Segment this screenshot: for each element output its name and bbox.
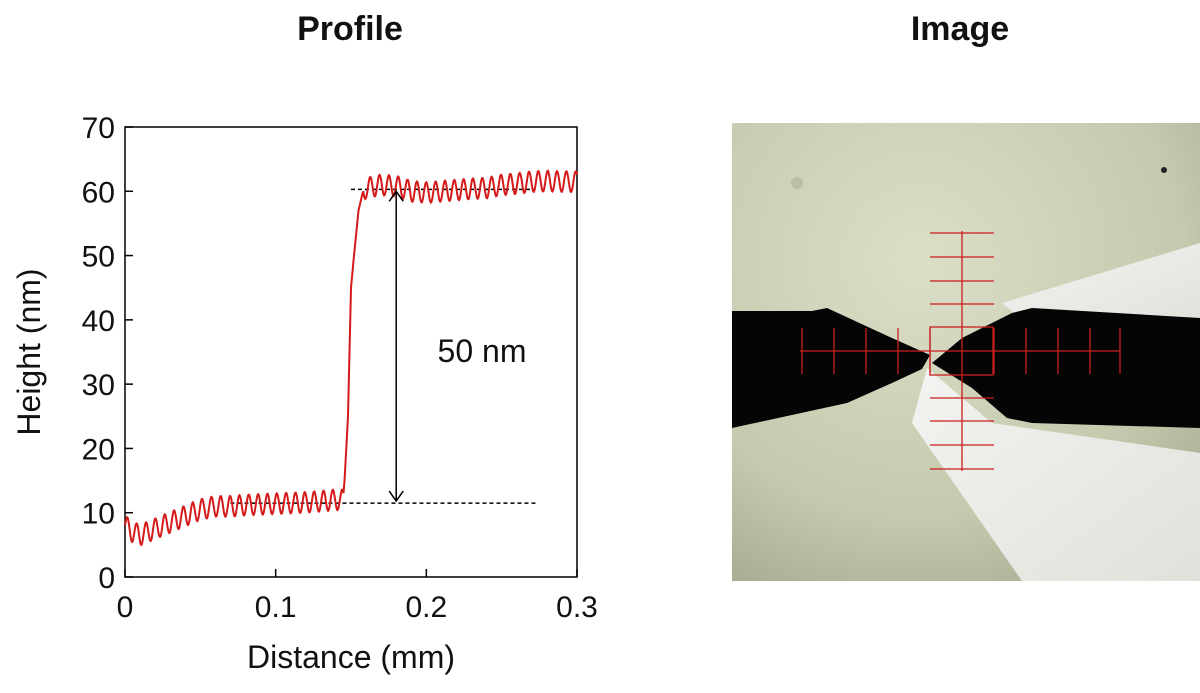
y-tick-label: 20	[82, 433, 115, 466]
y-tick-label: 50	[82, 241, 115, 274]
arrow-head-down	[388, 490, 404, 503]
crosshair-overlay	[800, 231, 1121, 471]
image-title: Image	[910, 10, 1010, 48]
x-tick-label: 0	[117, 591, 134, 624]
profile-title: Profile	[297, 10, 403, 48]
x-tick-label: 0.1	[255, 591, 297, 624]
arrow-head-up	[388, 190, 404, 202]
dust-spot	[791, 177, 803, 189]
dust-spot	[1161, 167, 1167, 173]
profile-chart: 0 0.1 0.2 0.3 0 10 20 30 40 50 60 70 50 nm Distance…	[11, 112, 598, 675]
step-arrow	[388, 190, 404, 503]
y-tick-label: 0	[98, 562, 115, 595]
axis-ticks: 0 0.1 0.2 0.3 0 10 20 30 40 50 60 70	[82, 112, 598, 624]
x-axis-label: Distance (mm)	[247, 639, 455, 675]
right-electrode	[932, 308, 1200, 428]
step-annotation: 50 nm	[438, 333, 527, 369]
x-tick-label: 0.3	[556, 591, 598, 624]
microscope-image	[732, 123, 1200, 581]
y-tick-label: 30	[82, 369, 115, 402]
x-tick-label: 0.2	[405, 591, 447, 624]
y-tick-label: 10	[82, 498, 115, 531]
y-tick-label: 40	[82, 305, 115, 338]
left-electrode	[732, 308, 930, 428]
y-tick-label: 60	[82, 176, 115, 209]
series-line	[124, 169, 578, 547]
plot-frame	[124, 126, 578, 578]
bright-region-upper	[1002, 243, 1200, 328]
y-axis-label: Height (nm)	[11, 268, 47, 435]
y-tick-label: 70	[82, 112, 115, 145]
crosshair-center-box	[929, 326, 994, 376]
